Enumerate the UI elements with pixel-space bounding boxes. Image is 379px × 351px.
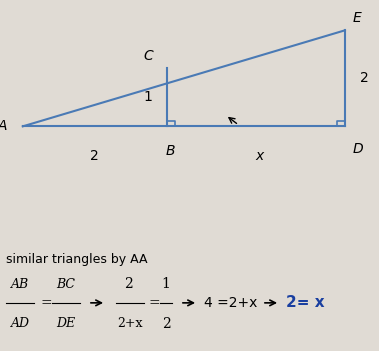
Text: 4 =2+x: 4 =2+x [204, 296, 257, 310]
Text: B: B [166, 144, 175, 158]
Text: C: C [143, 49, 153, 63]
Text: AB: AB [11, 278, 29, 291]
Text: E: E [352, 11, 361, 25]
Text: A: A [0, 119, 8, 133]
Text: AD: AD [11, 317, 30, 330]
Text: 2: 2 [124, 277, 132, 291]
Text: DE: DE [56, 317, 75, 330]
Text: 2: 2 [360, 71, 369, 85]
Text: 1: 1 [161, 277, 171, 291]
Text: 2+x: 2+x [117, 317, 143, 330]
Text: =: = [148, 296, 160, 310]
Text: =: = [41, 296, 53, 310]
Text: BC: BC [56, 278, 75, 291]
Text: 2: 2 [161, 317, 171, 331]
Text: 2= x: 2= x [286, 295, 325, 310]
Text: 1: 1 [143, 90, 152, 104]
Text: 2: 2 [90, 149, 99, 163]
Text: x: x [255, 149, 264, 163]
Text: similar triangles by AA: similar triangles by AA [6, 253, 147, 266]
Text: D: D [352, 141, 363, 155]
